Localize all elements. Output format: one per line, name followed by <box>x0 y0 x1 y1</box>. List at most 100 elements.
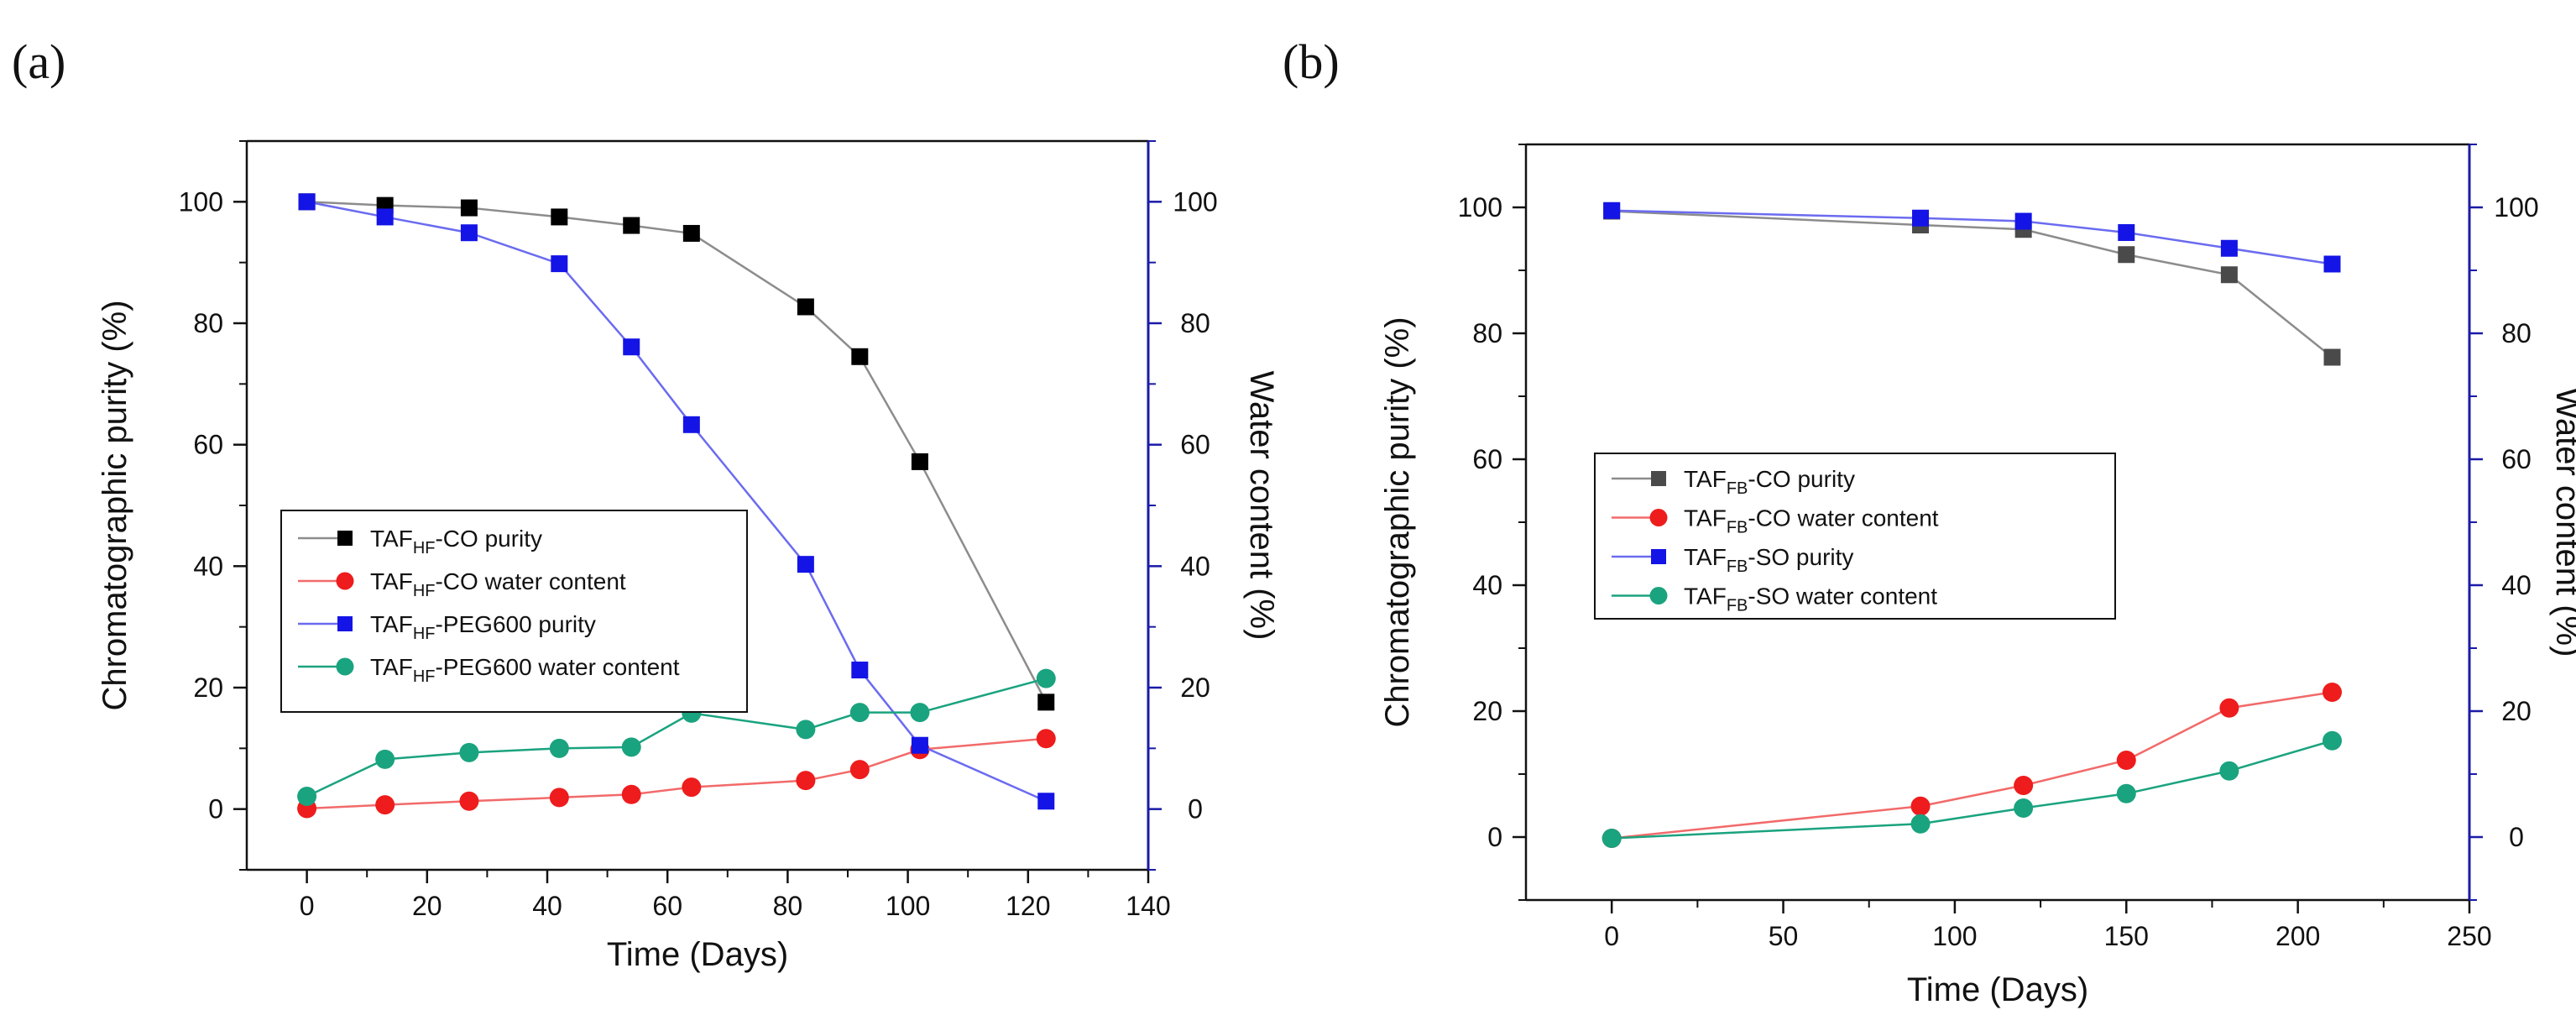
legend-label: TAFFB-SO water content <box>1684 584 1937 615</box>
y2-tick-label: 80 <box>1180 308 1210 338</box>
y2-tick-label: 100 <box>1173 186 1217 217</box>
data-point <box>623 217 640 234</box>
x-tick-label: 140 <box>1126 891 1170 921</box>
y2-tick-label: 60 <box>1180 430 1210 460</box>
data-point <box>2323 348 2341 366</box>
y-tick-label: 40 <box>1472 570 1502 600</box>
data-point <box>1910 796 1931 816</box>
data-point <box>2118 246 2135 264</box>
legend-label: TAFHF-PEG600 purity <box>370 611 596 643</box>
data-point <box>2014 798 2034 818</box>
data-point <box>911 453 928 470</box>
data-point <box>797 556 814 573</box>
data-point <box>551 255 568 273</box>
x-tick-label: 40 <box>532 891 562 921</box>
legend-marker <box>336 572 354 590</box>
data-point <box>682 416 700 433</box>
y2-tick-label: 20 <box>2501 696 2532 726</box>
data-point <box>2116 783 2136 803</box>
y-tick-label: 60 <box>193 430 223 460</box>
legend-label: TAFHF-PEG600 water content <box>370 654 680 686</box>
y-tick-label: 80 <box>1472 318 1502 348</box>
data-point <box>459 791 479 811</box>
y-tick-label: 20 <box>1472 696 1502 726</box>
data-point <box>796 720 816 740</box>
legend-label: TAFFB-CO purity <box>1684 466 1855 498</box>
data-point <box>682 224 700 242</box>
legend-label: TAFHF-CO water content <box>370 568 626 600</box>
legend-marker <box>1649 587 1668 604</box>
data-point <box>621 784 641 804</box>
data-point <box>910 703 930 723</box>
y2-axis-title: Water content (%) <box>2549 388 2576 657</box>
series-line <box>1612 209 2333 265</box>
x-tick-label: 80 <box>773 891 803 921</box>
data-point <box>1037 793 1055 810</box>
series-2 <box>1602 683 2343 848</box>
y2-tick-label: 40 <box>2501 570 2532 600</box>
series-4 <box>297 668 1056 806</box>
data-point <box>849 760 870 780</box>
legend: TAFFB-CO purity TAFFB-CO water content TAF… <box>1594 453 2116 620</box>
y2-tick-label: 20 <box>1180 673 1210 703</box>
y-tick-label: 0 <box>1487 822 1502 852</box>
series-1 <box>1603 202 2341 366</box>
x-axis-title: Time (Days) <box>607 936 788 973</box>
series-line <box>1612 210 2333 358</box>
y-tick-label: 60 <box>1472 444 1502 474</box>
x-tick-label: 0 <box>300 891 315 921</box>
series-line <box>1612 691 2333 840</box>
data-point <box>2014 776 2034 795</box>
legend-marker <box>1649 509 1668 526</box>
series-4 <box>1602 730 2343 848</box>
y-tick-label: 100 <box>179 186 223 217</box>
x-tick-label: 120 <box>1006 891 1050 921</box>
data-point <box>460 199 478 217</box>
y-axis-title: Chromatographic purity (%) <box>1379 317 1416 727</box>
data-point <box>2219 761 2239 781</box>
y2-tick-label: 60 <box>2501 444 2532 474</box>
legend-label: TAFFB-CO water content <box>1684 505 1939 537</box>
legend-marker <box>337 531 353 546</box>
data-point <box>2219 698 2239 718</box>
y2-tick-label: 40 <box>1180 551 1210 581</box>
data-point <box>460 224 478 242</box>
y-tick-label: 80 <box>193 308 223 338</box>
series-line <box>306 737 1047 810</box>
series-line <box>306 201 1048 703</box>
y-tick-label: 0 <box>208 794 223 824</box>
y-tick-label: 100 <box>1458 192 1502 222</box>
data-point <box>2116 751 2136 770</box>
data-point <box>2323 730 2343 751</box>
series-2 <box>297 729 1056 819</box>
data-point <box>1036 668 1056 688</box>
x-tick-label: 250 <box>2447 921 2491 951</box>
data-point <box>797 298 814 316</box>
data-point <box>375 749 395 769</box>
data-point <box>621 737 641 757</box>
y-axis-title: Chromatographic purity (%) <box>97 300 133 710</box>
legend-marker <box>1651 549 1666 564</box>
data-point <box>551 208 568 226</box>
x-tick-label: 50 <box>1769 921 1799 951</box>
data-point <box>297 786 317 806</box>
data-point <box>298 193 316 211</box>
data-point <box>2323 683 2343 702</box>
data-point <box>851 348 869 365</box>
legend-marker <box>337 616 353 631</box>
data-point <box>2220 266 2238 284</box>
series-1 <box>298 193 1055 711</box>
y-tick-label: 40 <box>193 551 223 581</box>
data-point <box>1910 814 1931 834</box>
x-tick-label: 0 <box>1604 921 1619 951</box>
chart-panel-b: 0 50 100 150 200 250 0 20 40 60 80 100 0 20 40 60 80 100 T… <box>1379 143 2576 1008</box>
legend-label: TAFFB-SO purity <box>1684 544 1853 576</box>
series-line <box>306 201 1047 803</box>
y-tick-label: 20 <box>193 673 223 703</box>
data-point <box>1036 729 1056 749</box>
y2-tick-label: 100 <box>2494 192 2538 222</box>
data-point <box>1037 693 1055 711</box>
data-point <box>1603 201 1621 219</box>
data-point <box>375 795 395 815</box>
